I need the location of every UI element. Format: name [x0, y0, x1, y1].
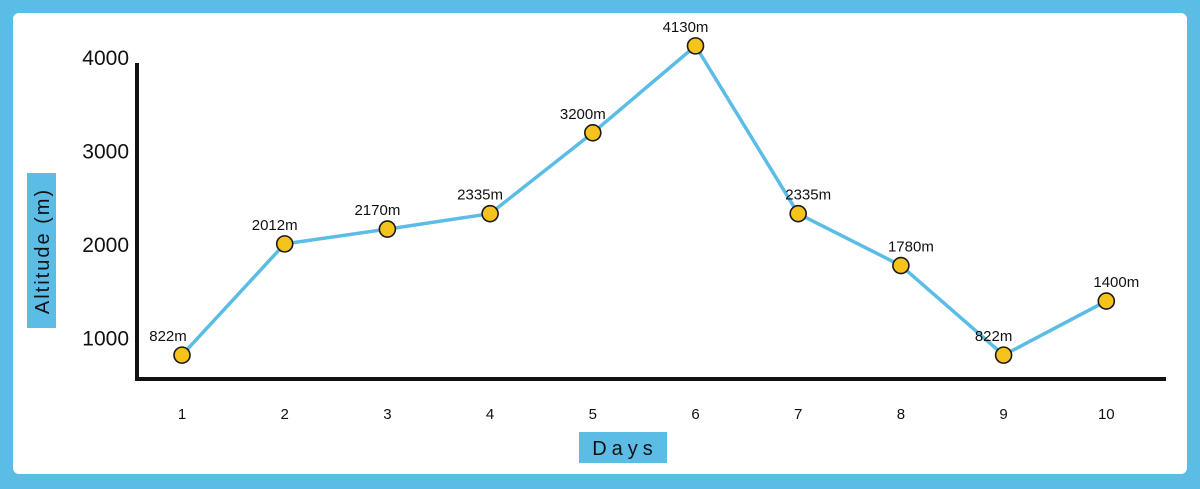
x-tick-label: 6 [691, 406, 699, 423]
x-tick-label: 5 [589, 406, 597, 423]
data-point-marker[interactable] [789, 204, 808, 223]
x-tick-label: 7 [794, 406, 802, 423]
y-tick-label: 4000 [82, 47, 129, 70]
data-point-marker[interactable] [994, 346, 1013, 364]
data-point-marker[interactable] [1097, 292, 1116, 310]
data-label: 1400m [1093, 274, 1139, 291]
data-point-marker[interactable] [892, 256, 910, 275]
y-tick-label: 2000 [82, 234, 129, 257]
y-axis-title: Altitude (m) [32, 188, 54, 314]
data-label: 2170m [354, 202, 400, 219]
data-point-marker[interactable] [686, 37, 705, 55]
y-tick-label: 1000 [82, 327, 129, 350]
x-tick-label: 4 [486, 406, 494, 423]
x-tick-label: 8 [897, 406, 905, 423]
x-tick-label: 10 [1098, 406, 1115, 423]
data-point-marker[interactable] [275, 235, 294, 253]
data-point-marker[interactable] [173, 346, 191, 364]
data-label: 2012m [252, 217, 298, 234]
data-point-marker[interactable] [481, 204, 499, 223]
x-tick-label: 1 [178, 406, 186, 423]
data-point-marker[interactable] [583, 124, 602, 142]
data-label: 1780m [888, 239, 934, 256]
data-label: 2335m [457, 187, 503, 204]
x-axis-title-box [579, 432, 667, 463]
data-label: 822m [975, 328, 1013, 345]
line-chart: 1000 2000 3000 4000 1 2 3 4 5 6 7 8 9 10 Altitude (m) D… [27, 19, 1166, 463]
data-label: 4130m [663, 19, 709, 36]
x-axis-title: Days [592, 438, 658, 460]
x-tick-label: 2 [281, 406, 289, 423]
data-label: 2335m [785, 187, 831, 204]
y-tick-label: 3000 [82, 141, 129, 164]
data-label: 3200m [560, 106, 606, 123]
series-line [180, 44, 1108, 357]
data-point-marker[interactable] [378, 220, 397, 238]
data-label: 822m [149, 328, 187, 345]
y-axis-title-box [27, 173, 56, 328]
x-tick-label: 3 [383, 406, 391, 423]
x-tick-label: 9 [999, 406, 1007, 423]
chart-card: 1000 2000 3000 4000 1 2 3 4 5 6 7 8 9 10 Altitude (m) D… [13, 13, 1187, 474]
